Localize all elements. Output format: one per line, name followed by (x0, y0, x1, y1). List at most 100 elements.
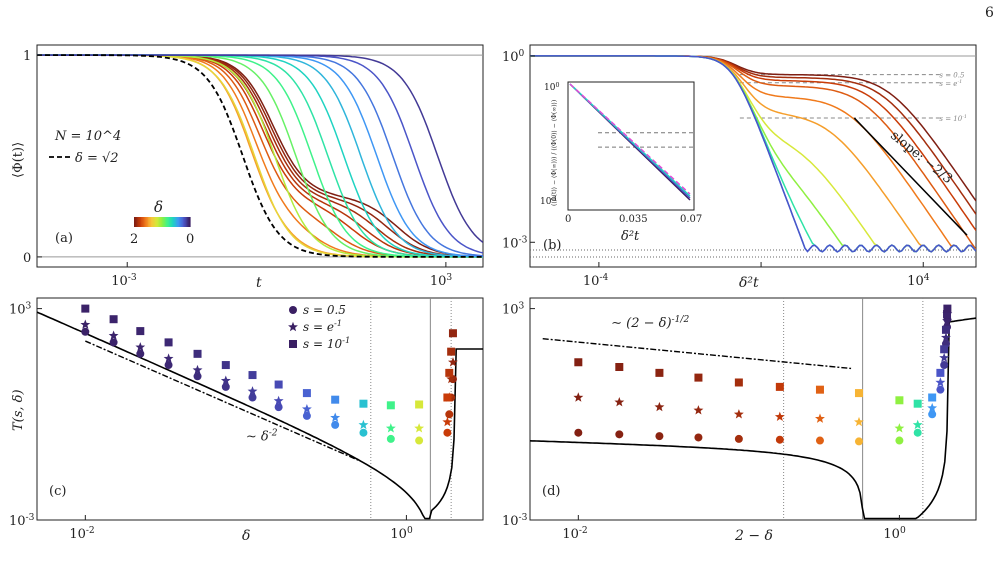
x-tick-label: 103 (430, 273, 453, 289)
x-tick-label: 104 (907, 273, 930, 289)
colorbar-cell (136, 217, 139, 227)
colorbar-cell (187, 217, 190, 227)
scaling-label: ∼ (2 − δ)-1/2 (611, 315, 689, 331)
marker-circle (940, 361, 949, 370)
annotation-n: N = 10^4 (54, 129, 121, 144)
threshold-label: s = 0.5 (939, 72, 965, 80)
colorbar-cell (177, 217, 180, 227)
marker-circle (655, 432, 664, 441)
marker-star (939, 352, 950, 363)
marker-square (448, 329, 457, 338)
marker-square (164, 338, 173, 347)
marker-star (414, 423, 425, 433)
colorbar-cell (135, 217, 138, 227)
panel-label: (a) (55, 231, 73, 246)
marker-square (574, 358, 583, 367)
colorbar-cell (149, 217, 152, 227)
marker-star (302, 404, 312, 414)
dashed-curve (37, 54, 483, 258)
marker-circle (302, 411, 311, 420)
marker-star (573, 392, 584, 402)
marker-star (774, 411, 785, 421)
marker-star (733, 409, 744, 419)
marks (37, 298, 483, 520)
x-tick-label: 10-2 (69, 526, 94, 542)
marks (530, 298, 976, 520)
marker-star (912, 419, 923, 430)
marker-circle (694, 433, 703, 442)
marker-star (942, 315, 952, 325)
colorbar-cell (169, 217, 171, 227)
marker-star (108, 330, 119, 340)
marker-star (693, 405, 704, 415)
colorbar-cell (145, 217, 148, 227)
colorbar-cell (166, 217, 169, 227)
curve-delta (530, 55, 976, 253)
marker-square (775, 382, 784, 391)
marker-square (928, 393, 937, 402)
legend-label: s = e-1 (303, 318, 342, 334)
marker-star (446, 373, 457, 384)
legend-label: s = 0.5 (303, 303, 346, 317)
inset-x-tick: 0 (565, 214, 571, 225)
panel-label: (c) (49, 484, 66, 499)
marker-square (248, 371, 257, 380)
marker-star (220, 375, 231, 385)
colorbar-cell (143, 217, 146, 227)
marker-star (442, 416, 453, 427)
marker-circle (928, 410, 937, 419)
marker-star (927, 402, 938, 413)
marker-square (940, 345, 949, 354)
marker-square (943, 304, 952, 313)
colorbar-cell (160, 217, 163, 227)
colorbar-cell (163, 217, 166, 227)
x-tick-label: 100 (883, 526, 906, 542)
inset-y-label: (⟨Φ(t)⟩ − ⟨Φ(∞)⟩) / (⟨Φ(0)⟩ − ⟨Φ(∞)⟩) (551, 100, 558, 206)
colorbar-cell (180, 217, 183, 227)
marker-square (221, 361, 230, 370)
colorbar-cell (183, 217, 185, 227)
y-tick-label: 10-3 (502, 513, 528, 529)
colorbar-max: 0 (186, 232, 194, 247)
marker-circle (136, 349, 145, 358)
y-tick-label: 103 (9, 302, 32, 318)
marker-square (913, 399, 922, 408)
marker-star (135, 342, 146, 352)
marker-circle (854, 437, 863, 446)
x-axis-label: t (256, 275, 262, 291)
x-axis-label: δ²t (739, 275, 759, 291)
marker-circle (574, 428, 583, 437)
inset-x-label: δ²t (621, 229, 640, 244)
y-tick-label: 0 (23, 251, 31, 266)
y-tick-label: 1 (23, 49, 31, 64)
marker-square (415, 400, 424, 409)
marker-star (935, 377, 946, 387)
marker-square (443, 393, 452, 402)
colorbar-cell (170, 217, 173, 227)
inset-x-tick: 0.07 (680, 214, 702, 225)
panel-frame (36, 297, 484, 521)
marker-circle (359, 428, 368, 437)
marker-square (359, 399, 368, 408)
marker-star (80, 319, 91, 329)
panel-frame (529, 44, 977, 268)
colorbar-cell (148, 217, 150, 227)
y-tick-label: 100 (502, 49, 525, 65)
threshold-label: s = e-1 (939, 79, 962, 88)
marker-star (941, 332, 951, 342)
x-tick-label: 100 (390, 526, 413, 542)
panel-frame (529, 297, 977, 521)
scaling-label: ∼ δ-2 (246, 429, 278, 445)
x-tick-label: 10-4 (583, 273, 609, 289)
colorbar-cell (146, 217, 149, 227)
colorbar-cell (157, 217, 160, 227)
colorbar-cell (185, 217, 188, 227)
marker-star (448, 357, 458, 367)
theory-curve (530, 317, 976, 520)
marker-circle (734, 434, 743, 443)
theory-curve (37, 311, 483, 520)
slope-line (853, 117, 968, 236)
colorbar-min: 2 (130, 232, 138, 247)
colorbar-cell (174, 217, 177, 227)
